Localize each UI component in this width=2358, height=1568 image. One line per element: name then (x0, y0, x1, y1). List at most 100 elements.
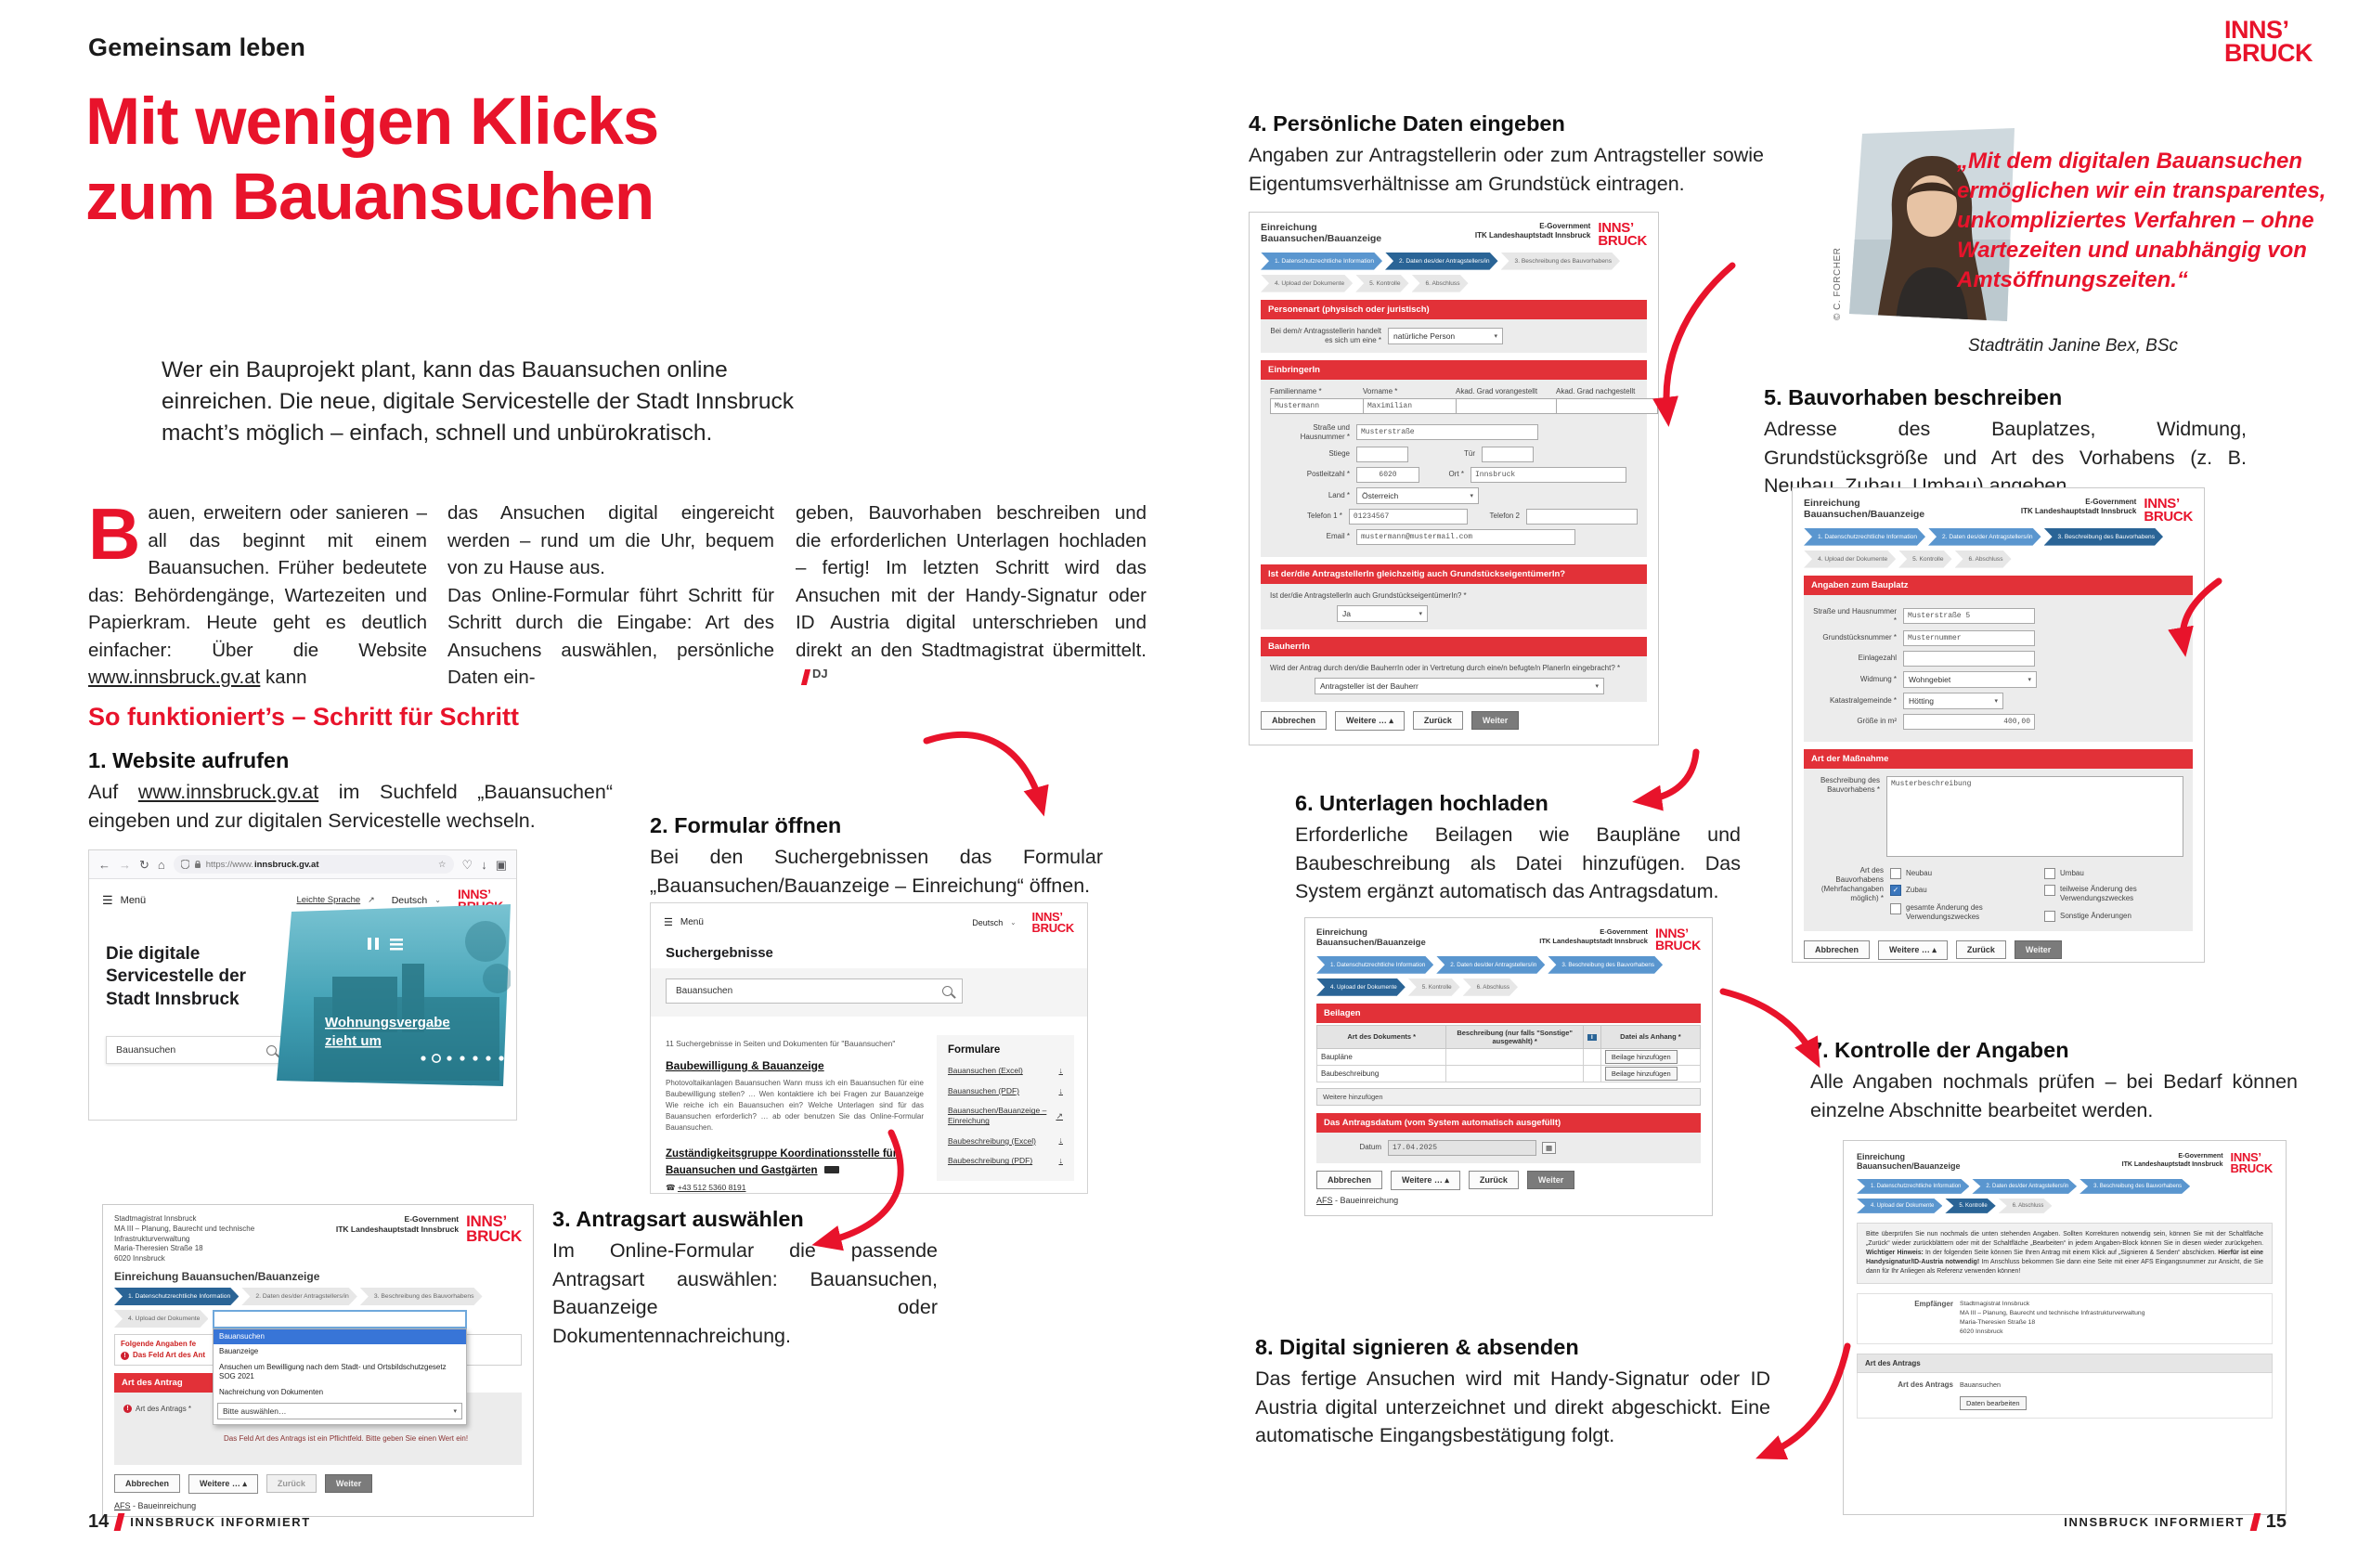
wizard-step-6[interactable]: 6. Abschluss (1463, 978, 1518, 996)
hamburger-icon[interactable]: ☰ (102, 892, 113, 907)
wizard-step-1[interactable]: 1. Datenschutzrechtliche Information (114, 1288, 239, 1305)
weiter-button[interactable]: Weiter (324, 1474, 373, 1494)
grundstuecksnummer-input[interactable]: Musternummer (1903, 629, 2035, 646)
wizard-step-1[interactable]: 1. Datenschutzrechtliche Information (1316, 956, 1433, 974)
checkbox-zubau[interactable]: ✓ Zubau (1890, 884, 2020, 896)
form-link[interactable]: Baubeschreibung (Excel) ↓ (948, 1135, 1064, 1146)
combobox-input[interactable] (213, 1309, 467, 1328)
wizard-step-4[interactable]: 4. Upload der Dokumente (1261, 275, 1353, 292)
wizard-step-3[interactable]: 3. Beschreibung des Bauvorhabens (2044, 528, 2163, 546)
beilage-hinzufuegen-button[interactable]: Beilage hinzufügen (1604, 1049, 1678, 1064)
result1-title[interactable]: Baubewilligung & Bauanzeige (666, 1059, 824, 1072)
download-icon[interactable]: ↓ (1058, 1156, 1064, 1166)
article-website-link[interactable]: www.innsbruck.gv.at (88, 667, 261, 689)
groesse-input[interactable]: 400,00 (1903, 713, 2035, 730)
abbrechen-button[interactable]: Abbrechen (1261, 711, 1328, 731)
checkbox-neubau[interactable]: Neubau (1890, 867, 2020, 879)
weitere-button[interactable]: Weitere … ▴ (1335, 710, 1405, 731)
zurueck-button[interactable]: Zurück (1955, 940, 2006, 960)
beilage-hinzufuegen-button[interactable]: Beilage hinzufügen (1604, 1066, 1678, 1081)
beschreibung-textarea[interactable]: Musterbeschreibung (1886, 775, 2183, 857)
wizard-step-1[interactable]: 1. Datenschutzrechtliche Information (1261, 253, 1382, 270)
wizard-step-2[interactable]: 2. Daten des/der Antragstellers/in (1972, 1179, 2077, 1194)
wizard-step-5[interactable]: 5. Kontrolle (1945, 1199, 1995, 1213)
checkbox-checked-icon[interactable]: ✓ (1890, 884, 1901, 896)
site-search-input[interactable]: Bauansuchen (106, 1036, 287, 1064)
telefon2-input[interactable] (1526, 508, 1638, 525)
afs-link[interactable]: AFS (114, 1500, 131, 1510)
wizard-step-1[interactable]: 1. Datenschutzrechtliche Information (1804, 528, 1925, 546)
wizard-step-4[interactable]: 4. Upload der Dokumente (1804, 551, 1896, 568)
daten-bearbeiten-button[interactable]: Daten bearbeiten (1960, 1395, 2027, 1410)
weitere-hinzufuegen-button[interactable]: Weitere hinzufügen (1316, 1087, 1701, 1106)
download-icon[interactable]: ↓ (1058, 1066, 1064, 1075)
wizard-step-6[interactable]: 6. Abschluss (1412, 275, 1469, 292)
form-link[interactable]: Bauansuchen (PDF) ↓ (948, 1085, 1064, 1095)
einlagezahl-input[interactable] (1903, 650, 2035, 667)
email-input[interactable]: mustermann@mustermail.com (1356, 528, 1575, 545)
checkbox-teilweise-aenderung[interactable]: teilweise Änderung des Verwendungszwecke… (2044, 884, 2183, 903)
library-icon[interactable]: ▣ (495, 857, 507, 872)
option-bauansuchen[interactable]: Bauansuchen (214, 1328, 466, 1345)
bookmark-star-icon[interactable]: ☆ (438, 859, 447, 870)
abbrechen-button[interactable]: Abbrechen (1316, 1171, 1383, 1190)
abbrechen-button[interactable]: Abbrechen (1804, 940, 1871, 960)
wizard-step-2[interactable]: 2. Daten des/der Antragstellers/in (1385, 253, 1498, 270)
checkbox-icon[interactable] (2044, 867, 2055, 879)
language-select[interactable]: Deutsch (391, 894, 428, 906)
form-link[interactable]: Baubeschreibung (PDF) ↓ (948, 1156, 1064, 1166)
results-search-input[interactable]: Bauansuchen (666, 978, 963, 1004)
wizard-step-3[interactable]: 3. Beschreibung des Bauvorhabens (2079, 1179, 2190, 1194)
result2[interactable]: Zuständigkeitsgruppe Koordinationsstelle… (666, 1145, 924, 1178)
download-icon[interactable]: ↓ (1058, 1085, 1064, 1095)
address-bar[interactable]: https://www. innsbruck.gv.at ☆ (173, 855, 454, 874)
forward-icon[interactable]: → (119, 857, 131, 872)
widmung-select[interactable]: Wohngebiet ▾ (1903, 670, 2037, 688)
zurueck-button[interactable]: Zurück (1468, 1171, 1519, 1190)
menu-label[interactable]: Menü (120, 894, 147, 906)
download-icon[interactable]: ↓ (481, 857, 487, 872)
checkbox-gesamte-aenderung[interactable]: gesamte Änderung des Verwendungszweckes (1890, 902, 2020, 922)
favorites-heart-icon[interactable]: ♡ (461, 857, 473, 872)
zurueck-button[interactable]: Zurück (1412, 711, 1463, 731)
phone-link[interactable]: +43 512 5360 8191 (677, 1183, 746, 1192)
wizard-step-4[interactable]: 4. Upload der Dokumente (114, 1310, 208, 1328)
search-icon[interactable] (266, 1044, 277, 1056)
vorname-input[interactable]: Maximilian (1363, 397, 1458, 414)
checkbox-sonstige[interactable]: Sonstige Änderungen (2044, 910, 2183, 922)
option-bauanzeige[interactable]: Bauanzeige (214, 1344, 466, 1360)
eigentuemer-select[interactable]: Ja ▾ (1337, 604, 1428, 622)
wizard-step-5[interactable]: 5. Kontrolle (1355, 275, 1408, 292)
step1-link[interactable]: www.innsbruck.gv.at (137, 781, 319, 803)
checkbox-icon[interactable] (1890, 867, 1901, 879)
weiter-button[interactable]: Weiter (1471, 711, 1520, 731)
checkbox-icon[interactable] (2044, 910, 2055, 922)
option-nachreichung[interactable]: Nachreichung von Dokumenten (214, 1384, 466, 1400)
form-link[interactable]: Bauansuchen/Bauanzeige – Einreichung ↗ (948, 1106, 1063, 1126)
calendar-icon[interactable]: ▦ (1542, 1141, 1557, 1154)
search-icon[interactable] (942, 985, 952, 996)
menu-label[interactable]: Menü (680, 917, 704, 928)
hero-carousel[interactable]: Wohnungsvergabe zieht um (277, 904, 512, 1086)
checkbox-umbau[interactable]: Umbau (2044, 867, 2183, 879)
checkbox-icon[interactable] (2044, 884, 2055, 896)
wizard-step-3[interactable]: 3. Beschreibung des Bauvorhabens (1548, 956, 1663, 974)
familienname-input[interactable]: Mustermann (1270, 397, 1365, 414)
tuer-input[interactable] (1482, 446, 1534, 462)
wizard-step-6[interactable]: 6. Abschluss (1999, 1199, 2053, 1213)
form-link[interactable]: Bauansuchen (Excel) ↓ (948, 1066, 1064, 1076)
easy-language-link[interactable]: Leichte Sprache (296, 895, 361, 906)
option-sog[interactable]: Ansuchen um Bewilligung nach dem Stadt- … (214, 1359, 466, 1385)
wizard-step-2[interactable]: 2. Daten des/der Antragstellers/in (241, 1288, 357, 1305)
bauherr-select[interactable]: Antragsteller ist der Bauherr ▾ (1315, 677, 1604, 694)
weitere-button[interactable]: Weitere … ▴ (188, 1473, 258, 1494)
result2-phone-row[interactable]: ☎ +43 512 5360 8191 (666, 1183, 924, 1193)
strasse-input[interactable]: Musterstraße (1356, 424, 1538, 441)
plz-input[interactable]: 6020 (1356, 466, 1419, 483)
home-icon[interactable]: ⌂ (157, 857, 165, 872)
language-select[interactable]: Deutsch (972, 917, 1004, 927)
download-icon[interactable]: ↓ (1058, 1135, 1064, 1146)
land-select[interactable]: Österreich ▾ (1356, 486, 1479, 504)
reload-icon[interactable]: ↻ (139, 857, 149, 872)
afs-link[interactable]: AFS (1316, 1195, 1333, 1205)
